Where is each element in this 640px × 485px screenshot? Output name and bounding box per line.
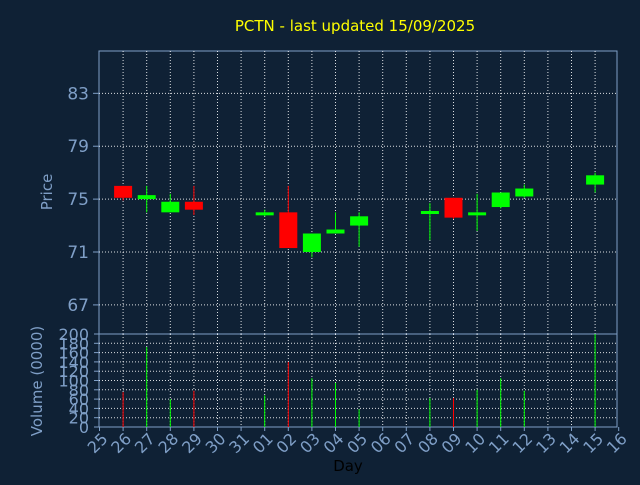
- volume-tick-label: 100: [58, 372, 89, 391]
- volume-tick-label: 80: [69, 381, 89, 400]
- volume-tick-label: 40: [69, 399, 89, 418]
- candle-body: [515, 188, 534, 197]
- candle-body: [302, 233, 321, 253]
- candle-body: [420, 211, 439, 215]
- candle-body: [255, 212, 274, 216]
- volume-tick-label: 0: [79, 418, 89, 437]
- volume-tick-label: 200: [58, 325, 89, 344]
- volume-axis-label: Volume (0000): [28, 326, 46, 436]
- chart-title: PCTN - last updated 15/09/2025: [235, 17, 475, 35]
- volume-tick-label: 20: [69, 409, 89, 428]
- volume-panel: 0204060801001201401601802002526272829303…: [58, 325, 630, 457]
- candle-body: [161, 201, 180, 213]
- candle-body: [444, 197, 463, 218]
- candle-body: [137, 195, 156, 200]
- candle-body: [468, 212, 487, 216]
- x-axis-label: Day: [333, 457, 363, 475]
- volume-tick-label: 120: [58, 362, 89, 381]
- price-tick-label: 75: [67, 190, 89, 210]
- price-tick-label: 79: [67, 137, 89, 157]
- volume-tick-label: 180: [58, 334, 89, 353]
- volume-tick-label: 140: [58, 353, 89, 372]
- candle-body: [279, 212, 298, 249]
- price-panel: 67 71 75 79 83: [67, 50, 618, 335]
- price-tick-label: 71: [67, 243, 89, 263]
- x-tick-label: 16: [603, 429, 631, 457]
- price-tick-label: 83: [67, 84, 89, 104]
- candle-body: [350, 216, 369, 226]
- candle-body: [586, 175, 605, 185]
- candle-body: [326, 229, 345, 234]
- candle-body: [184, 201, 203, 210]
- volume-tick-label: 160: [58, 344, 89, 363]
- price-axis-label: Price: [38, 174, 56, 211]
- price-tick-label: 67: [67, 296, 89, 316]
- volume-tick-label: 60: [69, 390, 89, 409]
- candle-body: [114, 185, 133, 198]
- candle-body: [491, 192, 510, 208]
